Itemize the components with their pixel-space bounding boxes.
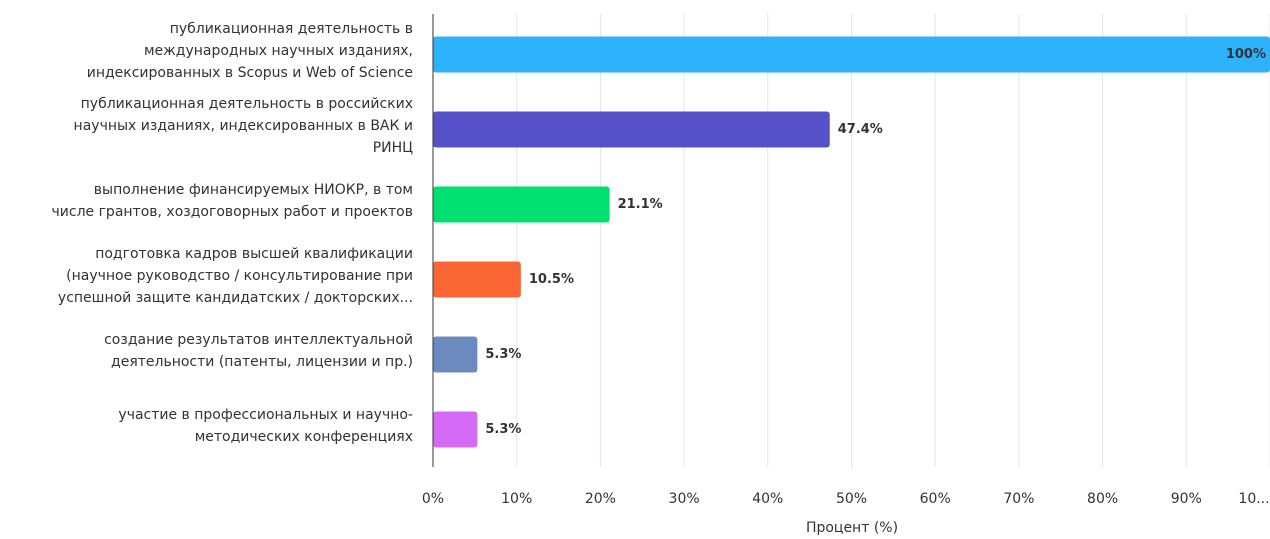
category-label: публикационная деятельность в международ… xyxy=(86,20,413,81)
category-label: публикационная деятельность в российских… xyxy=(73,95,413,156)
x-tick-label: 60% xyxy=(920,491,951,507)
value-label: 5.3% xyxy=(485,422,521,437)
category-label: выполнение финансируемых НИОКР, в том чи… xyxy=(51,181,414,220)
category-label: подготовка кадров высшей квалификации (н… xyxy=(57,245,413,306)
bar xyxy=(433,336,478,373)
bar xyxy=(433,36,1270,73)
x-tick-label: 20% xyxy=(585,491,616,507)
x-tick-label: 10% xyxy=(501,491,532,507)
x-tick-label: 80% xyxy=(1087,491,1118,507)
value-label: 21.1% xyxy=(618,197,663,212)
bar xyxy=(433,411,478,448)
x-tick-label: 50% xyxy=(836,491,867,507)
bar xyxy=(433,261,521,298)
value-label: 100% xyxy=(1226,47,1266,62)
grid xyxy=(432,14,1270,467)
x-axis-title: Процент (%) xyxy=(806,520,898,536)
category-label: участие в профессиональных и научно- мет… xyxy=(118,406,413,445)
x-tick-label: 10... xyxy=(1238,491,1269,507)
bar xyxy=(433,186,610,223)
x-tick-label: 30% xyxy=(669,491,700,507)
value-label: 5.3% xyxy=(485,347,521,362)
category-label: создание результатов интеллектуальной де… xyxy=(104,331,413,370)
x-tick-label: 40% xyxy=(752,491,783,507)
value-label: 47.4% xyxy=(838,122,883,137)
bar xyxy=(433,111,830,148)
x-tick-label: 0% xyxy=(422,491,444,507)
value-label: 10.5% xyxy=(529,272,574,287)
x-tick-label: 90% xyxy=(1171,491,1202,507)
x-tick-label: 70% xyxy=(1003,491,1034,507)
